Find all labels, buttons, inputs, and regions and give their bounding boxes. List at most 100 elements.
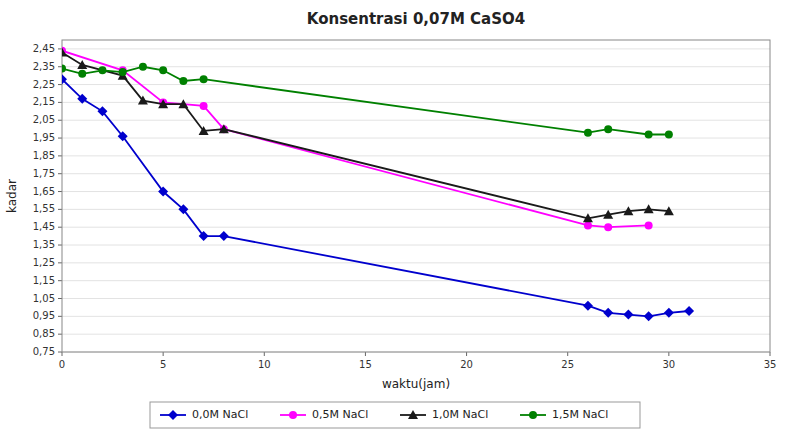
series-line — [62, 51, 649, 228]
plot-frame — [62, 40, 770, 352]
legend-label: 0,5M NaCl — [312, 408, 368, 421]
grid-line — [62, 48, 770, 49]
y-tick-label: 0,85 — [33, 328, 55, 339]
x-tick-label: 10 — [258, 359, 271, 370]
y-tick — [58, 262, 62, 263]
point — [664, 308, 674, 318]
y-tick — [58, 102, 62, 103]
y-tick — [58, 352, 62, 353]
grid-line — [62, 316, 770, 317]
series-line — [62, 67, 669, 135]
y-axis-label: kadar — [5, 179, 19, 213]
point — [119, 68, 127, 76]
point — [664, 206, 674, 215]
grid-line — [62, 173, 770, 174]
point — [644, 204, 654, 213]
grid-line — [62, 298, 770, 299]
point — [62, 47, 67, 56]
series-line — [62, 52, 669, 218]
point — [645, 221, 653, 229]
y-tick — [58, 120, 62, 121]
point — [78, 70, 86, 78]
y-tick-label: 1,85 — [33, 150, 55, 161]
x-tick — [365, 352, 366, 356]
x-tick — [466, 352, 467, 356]
y-tick — [58, 66, 62, 67]
point — [603, 308, 613, 318]
grid-line — [62, 191, 770, 192]
x-tick — [567, 352, 568, 356]
legend-marker — [529, 411, 537, 419]
x-tick-label: 20 — [460, 359, 473, 370]
grid-line — [62, 262, 770, 263]
x-tick-label: 15 — [359, 359, 372, 370]
point — [62, 74, 67, 84]
plot-area — [62, 47, 694, 322]
y-tick-label: 1,75 — [33, 168, 55, 179]
legend-marker — [408, 410, 418, 419]
grid-line — [62, 209, 770, 210]
point — [584, 129, 592, 137]
x-tick — [668, 352, 669, 356]
chart: 0,750,850,951,051,151,251,351,451,551,65… — [0, 0, 790, 436]
point — [139, 63, 147, 71]
point — [62, 65, 66, 73]
y-tick — [58, 191, 62, 192]
x-tick — [62, 352, 63, 356]
point — [604, 223, 612, 231]
point — [77, 94, 87, 104]
x-tick-label: 35 — [764, 359, 777, 370]
y-tick-label: 1,25 — [33, 257, 55, 268]
y-tick-label: 1,95 — [33, 132, 55, 143]
point — [200, 102, 208, 110]
y-tick — [58, 298, 62, 299]
title: Konsentrasi 0,07M CaSO4 — [307, 10, 525, 28]
point — [623, 206, 633, 215]
point — [159, 66, 167, 74]
y-tick — [58, 138, 62, 139]
point — [178, 204, 188, 214]
grid-line — [62, 66, 770, 67]
grid-line — [62, 120, 770, 121]
y-tick-label: 1,45 — [33, 221, 55, 232]
grid-line — [62, 334, 770, 335]
x-tick-label: 25 — [561, 359, 574, 370]
point — [97, 106, 107, 116]
point — [623, 310, 633, 320]
y-tick-label: 1,05 — [33, 293, 55, 304]
x-tick-label: 5 — [160, 359, 166, 370]
point — [118, 131, 128, 141]
y-tick — [58, 334, 62, 335]
point — [199, 231, 209, 241]
x-axis-label: waktu(jam) — [382, 377, 450, 391]
point — [583, 213, 593, 222]
grid-line — [62, 280, 770, 281]
legend: 0,0M NaCl0,5M NaCl1,0M NaCl1,5M NaCl — [150, 402, 640, 428]
point — [158, 99, 168, 108]
y-tick-label: 2,45 — [33, 43, 55, 54]
y-tick — [58, 316, 62, 317]
legend-label: 0,0M NaCl — [192, 408, 248, 421]
point — [158, 187, 168, 197]
legend-label: 1,5M NaCl — [552, 408, 608, 421]
y-tick — [58, 227, 62, 228]
y-tick — [58, 48, 62, 49]
grid-line — [62, 245, 770, 246]
grid-line — [62, 138, 770, 139]
point — [179, 77, 187, 85]
y-tick — [58, 209, 62, 210]
grid-line — [62, 84, 770, 85]
point — [684, 306, 694, 316]
point — [138, 96, 148, 105]
point — [200, 75, 208, 83]
grid-line — [62, 155, 770, 156]
y-tick — [58, 245, 62, 246]
legend-marker — [168, 410, 178, 420]
point — [199, 126, 209, 135]
y-tick-label: 2,25 — [33, 79, 55, 90]
point — [583, 301, 593, 311]
point — [219, 231, 229, 241]
legend-box — [150, 402, 640, 428]
y-tick-label: 2,15 — [33, 96, 55, 107]
y-tick-label: 2,35 — [33, 61, 55, 72]
